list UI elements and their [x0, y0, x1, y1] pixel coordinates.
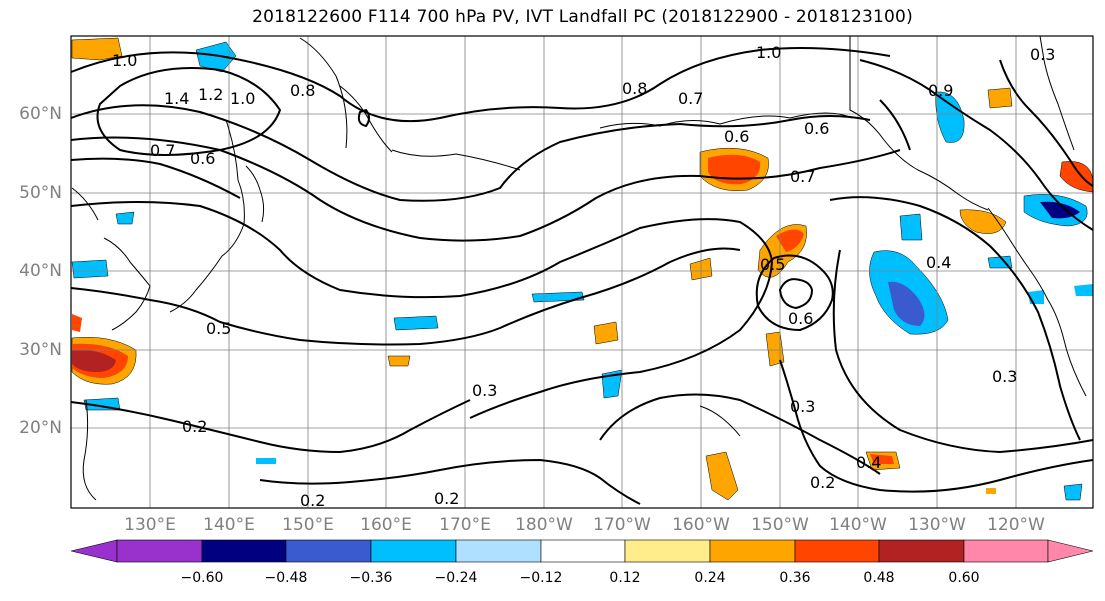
lon-label: 170°E — [439, 515, 491, 535]
map-frame — [70, 35, 1094, 509]
lon-label: 130°W — [908, 515, 966, 535]
lon-label: 180°W — [515, 515, 573, 535]
contour-labels: 1.0 1.4 1.2 1.0 0.8 0.7 0.6 0.5 0.3 0.2 … — [112, 43, 1055, 510]
map-title: 2018122600 F114 700 hPa PV, IVT Landfall… — [252, 7, 913, 27]
contour-label: 0.2 — [182, 417, 207, 436]
contour-label: 0.2 — [300, 491, 325, 510]
contour-label: 1.2 — [198, 85, 223, 104]
lat-label: 40°N — [19, 261, 62, 281]
graticule — [71, 36, 1093, 508]
colorbar-bin — [878, 539, 965, 563]
contour-label: 0.6 — [190, 149, 215, 168]
contour-label: 0.2 — [434, 489, 459, 508]
contour-label: 1.0 — [112, 51, 137, 70]
colorbar-extend-low — [70, 539, 118, 563]
contour-label: 0.7 — [790, 167, 815, 186]
colorbar-bin — [201, 539, 287, 563]
contour-label: 1.4 — [164, 89, 189, 108]
colorbar-tick-label: −0.48 — [264, 570, 308, 586]
contour-label: 0.2 — [810, 473, 835, 492]
contour-label: 0.5 — [760, 255, 785, 274]
pv-contours — [70, 47, 1094, 505]
contour-label: 0.6 — [804, 119, 829, 138]
colorbar-tick-label: 0.12 — [609, 570, 641, 586]
lat-label: 50°N — [19, 183, 62, 203]
colorbar-tick-label: −0.60 — [180, 570, 224, 586]
lon-label: 130°E — [124, 515, 176, 535]
lon-label: 170°W — [593, 515, 651, 535]
colorbar-tick-label: 0.48 — [863, 570, 895, 586]
colorbar-bin — [540, 539, 626, 563]
colorbar-tick-label: −0.36 — [349, 570, 393, 586]
lat-label: 20°N — [19, 418, 62, 438]
coastlines — [71, 35, 1087, 501]
contour-label: 0.3 — [992, 367, 1017, 386]
colorbar-tick-label: 0.24 — [694, 570, 726, 586]
lat-label: 60°N — [19, 104, 62, 124]
contour-label: 0.3 — [790, 397, 815, 416]
lon-label: 160°W — [672, 515, 730, 535]
lon-label: 150°E — [282, 515, 334, 535]
contour-label: 1.0 — [230, 89, 255, 108]
contour-label: 0.5 — [206, 319, 231, 338]
contour-label: 0.8 — [622, 79, 647, 98]
colorbar-tick-label: −0.12 — [519, 570, 563, 586]
colorbar-tick-label: −0.24 — [434, 570, 478, 586]
contour-label: 0.7 — [678, 89, 703, 108]
lon-label: 140°W — [829, 515, 887, 535]
colorbar-bin — [709, 539, 796, 563]
lat-label: 30°N — [19, 340, 62, 360]
colorbar — [70, 539, 1094, 563]
lon-label: 120°W — [987, 515, 1045, 535]
contour-label: 0.3 — [472, 381, 497, 400]
colorbar-bin — [116, 539, 203, 563]
colorbar-bin — [624, 539, 711, 563]
lon-label: 140°E — [203, 515, 255, 535]
contour-label: 1.0 — [756, 43, 781, 62]
contour-label: 0.3 — [1030, 45, 1055, 64]
contour-label: 0.4 — [926, 253, 951, 272]
contour-label: 0.6 — [724, 127, 749, 146]
colorbar-extend-high — [1047, 539, 1094, 563]
contour-label: 0.9 — [928, 81, 953, 100]
pv-shading — [71, 37, 1094, 501]
colorbar-bin — [794, 539, 880, 563]
contour-label: 0.8 — [290, 81, 315, 100]
lon-label: 160°E — [360, 515, 412, 535]
colorbar-bin — [455, 539, 542, 563]
lon-label: 150°W — [751, 515, 809, 535]
contour-label: 0.7 — [150, 141, 175, 160]
map-background — [71, 36, 1093, 508]
colorbar-bin — [285, 539, 372, 563]
contour-label: 0.6 — [788, 309, 813, 328]
contour-label: 0.4 — [856, 453, 881, 472]
colorbar-bin — [963, 539, 1049, 563]
colorbar-bin — [370, 539, 457, 563]
colorbar-tick-label: 0.60 — [948, 570, 980, 586]
colorbar-tick-label: 0.36 — [779, 570, 811, 586]
